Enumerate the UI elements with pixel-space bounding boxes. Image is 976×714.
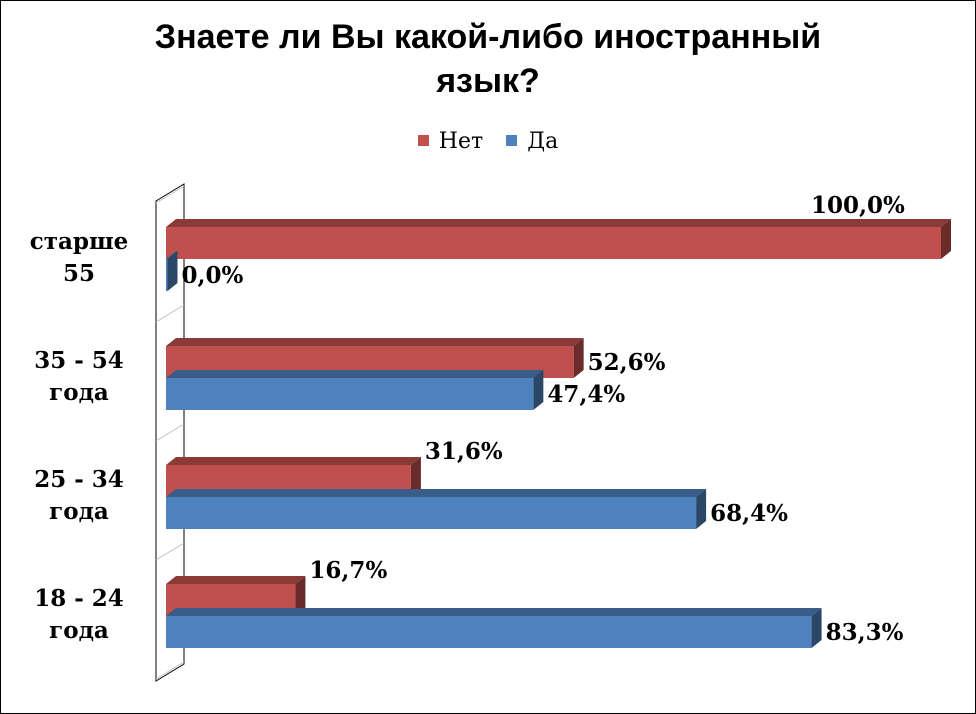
wall-gridline	[155, 423, 185, 442]
category-label-3-1: года	[49, 617, 109, 644]
legend-swatch-da	[506, 135, 518, 146]
bar-da-3	[166, 616, 812, 648]
value-label-da-3: 83,3%	[826, 619, 904, 646]
wall-gridline	[155, 185, 185, 204]
value-label-da-0: 0,0%	[182, 262, 244, 289]
category-label-2-1: года	[49, 498, 109, 525]
bar-side-0-1	[573, 338, 584, 378]
bar-da-0	[166, 259, 168, 291]
legend: Нет Да	[1, 129, 975, 154]
bar-net-0	[166, 227, 941, 259]
category-label-0-0: старше	[30, 228, 129, 255]
bar-side-0-2	[410, 457, 421, 497]
bar-top-1-0	[166, 251, 178, 259]
bar-da-2	[166, 497, 697, 529]
wall-gridline	[155, 542, 185, 561]
category-label-0-1: 55	[63, 260, 95, 287]
bar-top-0-2	[166, 457, 421, 465]
bar-da-1	[166, 378, 534, 410]
bar-top-0-1	[166, 338, 584, 346]
legend-label-da: Да	[527, 129, 559, 154]
value-label-da-2: 68,4%	[710, 500, 788, 527]
category-label-3-0: 18 - 24	[34, 585, 124, 612]
wall-gridline	[155, 304, 185, 323]
bar-top-1-2	[166, 489, 707, 497]
bar-side-0-0	[941, 219, 951, 259]
bar-side-1-2	[696, 489, 707, 529]
legend-entry-net: Нет	[417, 129, 484, 154]
value-label-da-1: 47,4%	[547, 381, 625, 408]
value-label-net-3: 16,7%	[309, 557, 387, 584]
bar-top-1-1	[166, 370, 544, 378]
chart-title-line-1: Знаете ли Вы какой-либо иностранный	[154, 18, 822, 56]
legend-label-net: Нет	[438, 129, 484, 154]
wall-gridline	[155, 661, 185, 680]
value-label-net-1: 52,6%	[588, 349, 666, 376]
bar-side-1-3	[811, 608, 822, 648]
category-label-1-0: 35 - 54	[34, 347, 124, 374]
bar-top-0-3	[166, 576, 306, 584]
value-label-net-2: 31,6%	[425, 438, 503, 465]
bar-side-1-1	[533, 370, 544, 410]
category-label-1-1: года	[49, 379, 109, 406]
legend-swatch-net	[417, 135, 429, 146]
value-label-net-0: 100,0%	[811, 192, 905, 219]
legend-entry-da: Да	[506, 129, 558, 154]
bar-top-1-3	[166, 608, 822, 616]
bar-side-0-3	[295, 576, 306, 616]
category-label-2-0: 25 - 34	[34, 466, 124, 493]
chart-title: Знаете ли Вы какой-либо иностранный язык…	[1, 15, 975, 103]
bar-side-1-0	[167, 251, 178, 291]
bar-top-0-0	[166, 219, 951, 227]
chart-title-line-2: язык?	[436, 62, 540, 100]
